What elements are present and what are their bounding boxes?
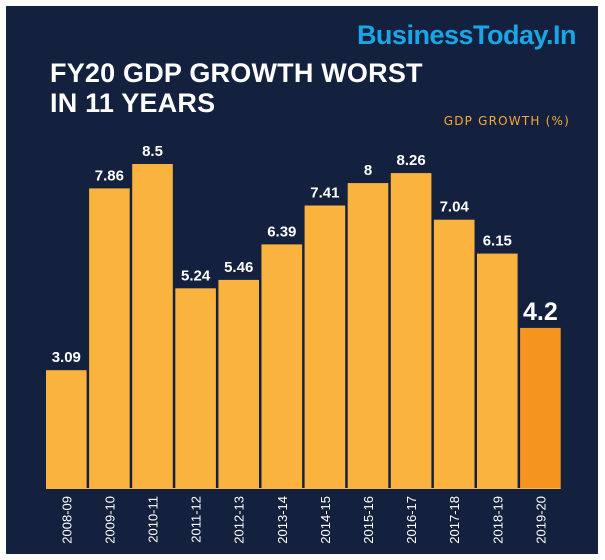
category-label-2015-16: 2015-16 (361, 496, 376, 544)
value-label-2016-17: 8.26 (396, 152, 425, 169)
category-label-2019-20: 2019-20 (533, 496, 548, 544)
brand-logo: BusinessToday.In (356, 20, 577, 50)
category-label-2016-17: 2016-17 (404, 496, 419, 544)
legend-label: GDP GROWTH (%) (443, 114, 570, 128)
chart-title: FY20 GDP GROWTH WORST IN 11 YEARS (50, 58, 423, 118)
category-label-2018-19: 2018-19 (490, 496, 505, 544)
bar-2011-12 (175, 288, 216, 488)
value-label-2008-09: 3.09 (52, 349, 81, 366)
bar-2018-19 (477, 253, 518, 488)
value-label-2013-14: 6.39 (267, 223, 296, 240)
category-label-2011-12: 2011-12 (189, 496, 204, 543)
title-line-1: FY20 GDP GROWTH WORST (50, 58, 423, 88)
category-label-2010-11: 2010-11 (146, 496, 161, 543)
category-label-2013-14: 2013-14 (275, 496, 290, 544)
value-label-2017-18: 7.04 (440, 199, 470, 216)
bar-2013-14 (261, 244, 303, 488)
bar-2010-11 (132, 164, 173, 488)
category-label-2017-18: 2017-18 (447, 496, 462, 544)
category-label-2008-09: 2008-09 (59, 496, 74, 544)
category-label-2012-13: 2012-13 (232, 496, 247, 544)
bar-2016-17 (390, 173, 432, 488)
value-label-2009-10: 7.86 (95, 167, 124, 184)
bar-2017-18 (433, 219, 475, 488)
category-label-2014-15: 2014-15 (318, 496, 333, 544)
bar-2019-20 (520, 327, 561, 488)
bar-2009-10 (89, 188, 130, 488)
category-label-2009-10: 2009-10 (102, 496, 117, 544)
bar-2008-09 (46, 370, 87, 488)
bar-2014-15 (304, 205, 346, 488)
value-label-2011-12: 5.24 (181, 267, 211, 284)
infographic: BusinessToday.In FY20 GDP GROWTH WORST I… (6, 6, 598, 554)
value-label-2018-19: 6.15 (483, 233, 512, 250)
value-label-2015-16: 8 (364, 162, 372, 179)
bar-2015-16 (347, 183, 389, 488)
value-label-2010-11: 8.5 (142, 143, 163, 160)
value-label-2019-20: 4.2 (523, 298, 558, 326)
title-line-2: IN 11 YEARS (50, 88, 216, 118)
value-label-2014-15: 7.41 (310, 185, 339, 202)
bar-chart: 3.09 7.86 8.5 5.24 5.46 6.39 7.41 8 8.26 7.04 6.15… (46, 143, 561, 544)
bar-2012-13 (218, 279, 259, 488)
value-label-2012-13: 5.46 (224, 259, 253, 276)
